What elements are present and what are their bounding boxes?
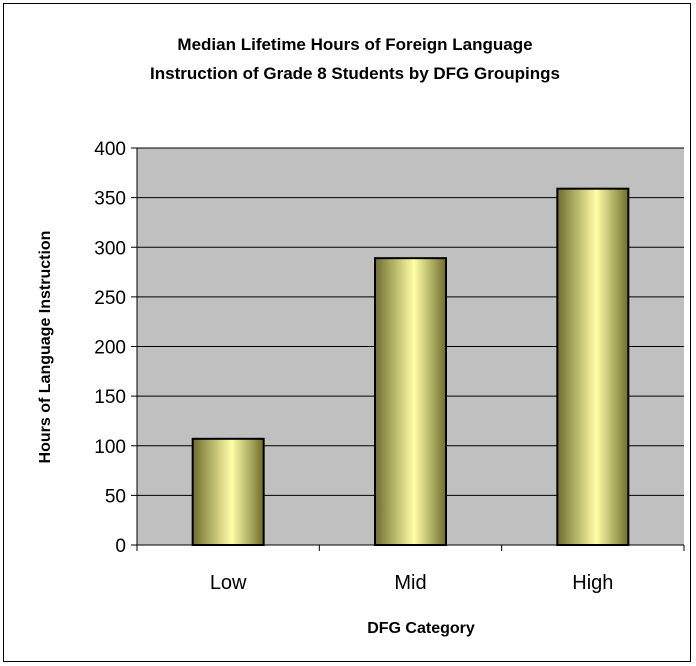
y-tick-label: 400 <box>94 139 126 160</box>
x-category-labels: Low Mid High <box>210 572 614 594</box>
y-tick-labels: 0 50 100 150 200 250 300 350 400 <box>94 139 126 557</box>
y-tick-label: 50 <box>105 486 126 507</box>
y-tick-label: 150 <box>94 387 126 408</box>
bar-mid <box>374 257 447 546</box>
x-axis-title: DFG Category <box>367 620 475 637</box>
chart-title-line-2: Instruction of Grade 8 Students by DFG G… <box>150 64 560 83</box>
y-tick-label: 100 <box>94 437 126 458</box>
y-tick-label: 250 <box>94 288 126 309</box>
y-tick-label: 300 <box>94 238 126 259</box>
bar-low <box>191 437 265 546</box>
x-category-label: Mid <box>394 572 426 594</box>
y-tick-label: 200 <box>94 338 126 359</box>
x-category-label: High <box>572 572 613 594</box>
x-category-label: Low <box>210 572 247 594</box>
y-tick-label: 350 <box>94 189 126 210</box>
axes <box>131 147 685 551</box>
chart-title-line-1: Median Lifetime Hours of Foreign Languag… <box>177 35 532 54</box>
bars <box>191 187 630 546</box>
chart-title: Median Lifetime Hours of Foreign Languag… <box>150 35 560 83</box>
y-tick-label: 0 <box>115 536 126 557</box>
bar-high <box>556 187 630 546</box>
y-axis-title: Hours of Language Instruction <box>37 231 54 464</box>
